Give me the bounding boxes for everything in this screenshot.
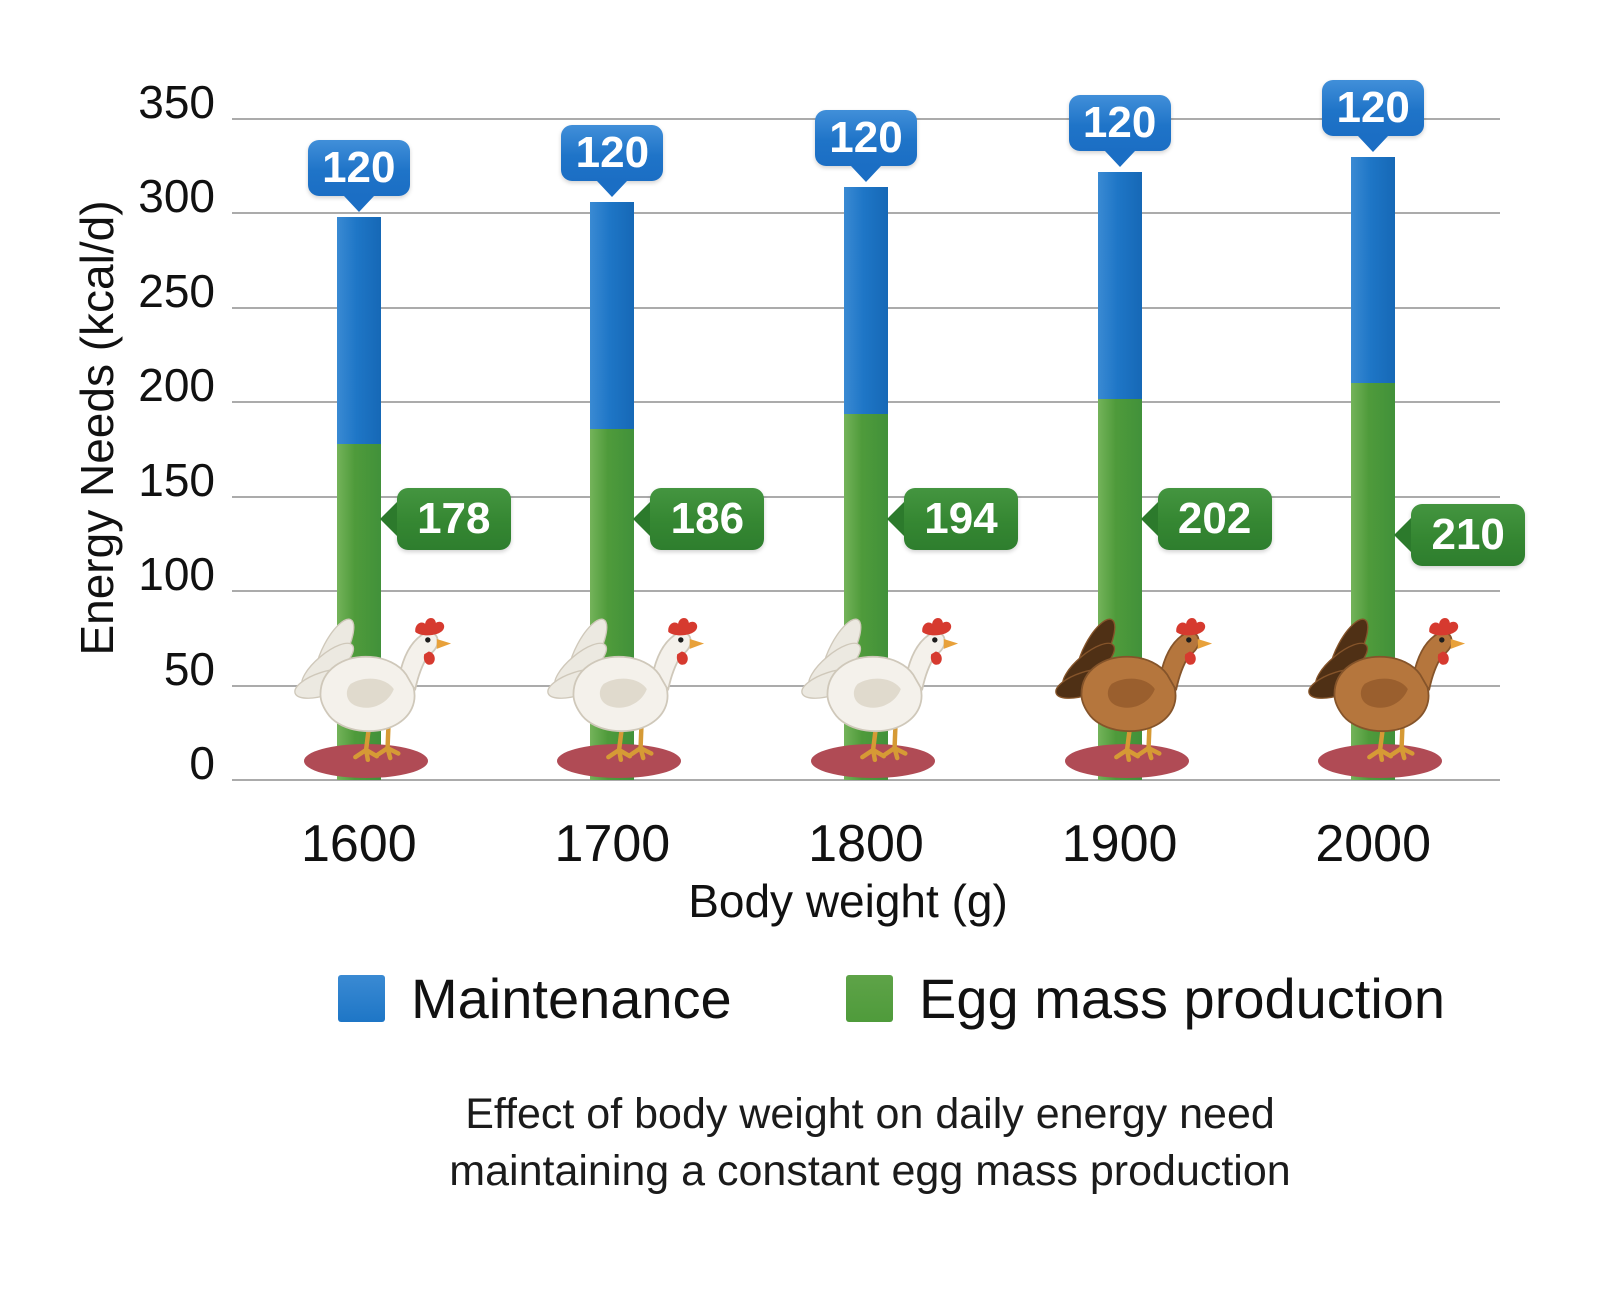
egg-mass-legend-swatch (846, 975, 893, 1022)
hen-wattle-icon (677, 651, 689, 665)
x-tick-label: 1900 (1061, 815, 1178, 873)
hen-eye-icon (1185, 637, 1192, 643)
hen-wattle-icon (930, 651, 942, 665)
legs-icon (606, 723, 654, 763)
egg-value-callout: 194 (887, 488, 1018, 550)
gridline-0 (232, 779, 1500, 781)
hen-beak-icon (1450, 639, 1466, 649)
hen-wattle-icon (423, 651, 435, 665)
legend-item-maintenance: Maintenance (338, 966, 732, 1031)
hen-image (1308, 617, 1466, 763)
hen-wattle-icon (1438, 651, 1449, 665)
maintenance-value-label: 120 (575, 128, 650, 178)
egg-value-callout: 186 (633, 488, 765, 550)
x-tick-label: 1600 (300, 815, 417, 873)
maintenance-bar-segment (844, 186, 888, 414)
hen-beak-icon (436, 639, 451, 649)
hen-wing-icon (1361, 678, 1409, 708)
hen-eye-icon (1439, 637, 1445, 643)
y-tick-label-300: 300 (138, 170, 215, 223)
caption-line-2: maintaining a constant egg mass producti… (449, 1147, 1291, 1195)
hen-wing-icon (1107, 678, 1155, 708)
hen-wing-icon (346, 678, 394, 708)
hen-wing-icon (853, 678, 901, 708)
egg-mass-legend-label: Egg mass production (919, 967, 1446, 1030)
hen-comb-icon (415, 617, 444, 636)
maintenance-value-callout: 120 (307, 140, 410, 213)
x-tick-label: 1700 (554, 815, 671, 873)
maintenance-bar-segment (336, 217, 381, 444)
maintenance-bar-segment (1097, 171, 1142, 399)
maintenance-value-label: 120 (322, 143, 396, 193)
egg-value-label: 178 (417, 494, 491, 543)
hen-beak-icon (690, 639, 705, 649)
maintenance-bar-segment (590, 202, 635, 429)
egg-value-callout: 210 (1394, 504, 1526, 566)
hen-eye-icon (424, 637, 431, 643)
egg-value-label: 210 (1431, 510, 1505, 559)
egg-value-callout: 202 (1140, 488, 1272, 550)
egg-value-label: 186 (670, 494, 745, 543)
y-tick-label-200: 200 (138, 359, 215, 412)
legs-icon (1113, 723, 1162, 763)
hen-wattle-icon (1184, 651, 1196, 665)
hen-beak-icon (943, 639, 959, 649)
maintenance-bar-segment (1351, 156, 1396, 384)
egg-value-callout: 178 (379, 488, 511, 550)
maintenance-value-label: 120 (829, 112, 903, 162)
maintenance-value-callout: 120 (1322, 79, 1425, 152)
y-tick-label-100: 100 (138, 548, 215, 601)
hen-comb-icon (668, 617, 698, 636)
x-tick-label: 1800 (808, 815, 924, 873)
hen-image (1054, 617, 1212, 763)
hen-eye-icon (932, 637, 938, 643)
y-tick-label-50: 50 (163, 642, 215, 695)
maintenance-legend-label: Maintenance (411, 967, 732, 1030)
maintenance-value-callout: 120 (1068, 94, 1171, 167)
maintenance-value-label: 120 (1082, 97, 1157, 147)
x-tick-label: 2000 (1315, 815, 1432, 873)
egg-value-label: 202 (1177, 494, 1252, 543)
hen-image (293, 617, 451, 763)
y-tick-label-350: 350 (138, 76, 215, 128)
hen-comb-icon (1429, 617, 1459, 636)
legs-icon (860, 723, 908, 763)
hen-eye-icon (678, 637, 684, 643)
y-tick-label-250: 250 (138, 264, 215, 317)
x-axis-title: Body weight (g) (688, 875, 1008, 927)
hen-wing-icon (600, 678, 648, 708)
maintenance-legend-swatch (338, 975, 385, 1022)
hen-image (801, 617, 959, 763)
maintenance-value-callout: 120 (561, 125, 664, 198)
hen-beak-icon (1197, 639, 1212, 649)
chart-caption: Effect of body weight on daily energy ne… (230, 1086, 1510, 1200)
legs-icon (1367, 723, 1415, 763)
legend-item-egg-mass: Egg mass production (846, 966, 1445, 1031)
caption-line-1: Effect of body weight on daily energy ne… (465, 1090, 1275, 1138)
y-tick-label-0: 0 (189, 737, 215, 789)
y-tick-label-150: 150 (138, 453, 215, 506)
maintenance-value-label: 120 (1336, 82, 1410, 132)
legs-icon (352, 723, 401, 763)
maintenance-value-callout: 120 (815, 109, 917, 182)
hen-comb-icon (1175, 617, 1205, 636)
hen-image (547, 617, 705, 763)
hen-comb-icon (922, 617, 952, 636)
egg-value-label: 194 (924, 494, 998, 543)
